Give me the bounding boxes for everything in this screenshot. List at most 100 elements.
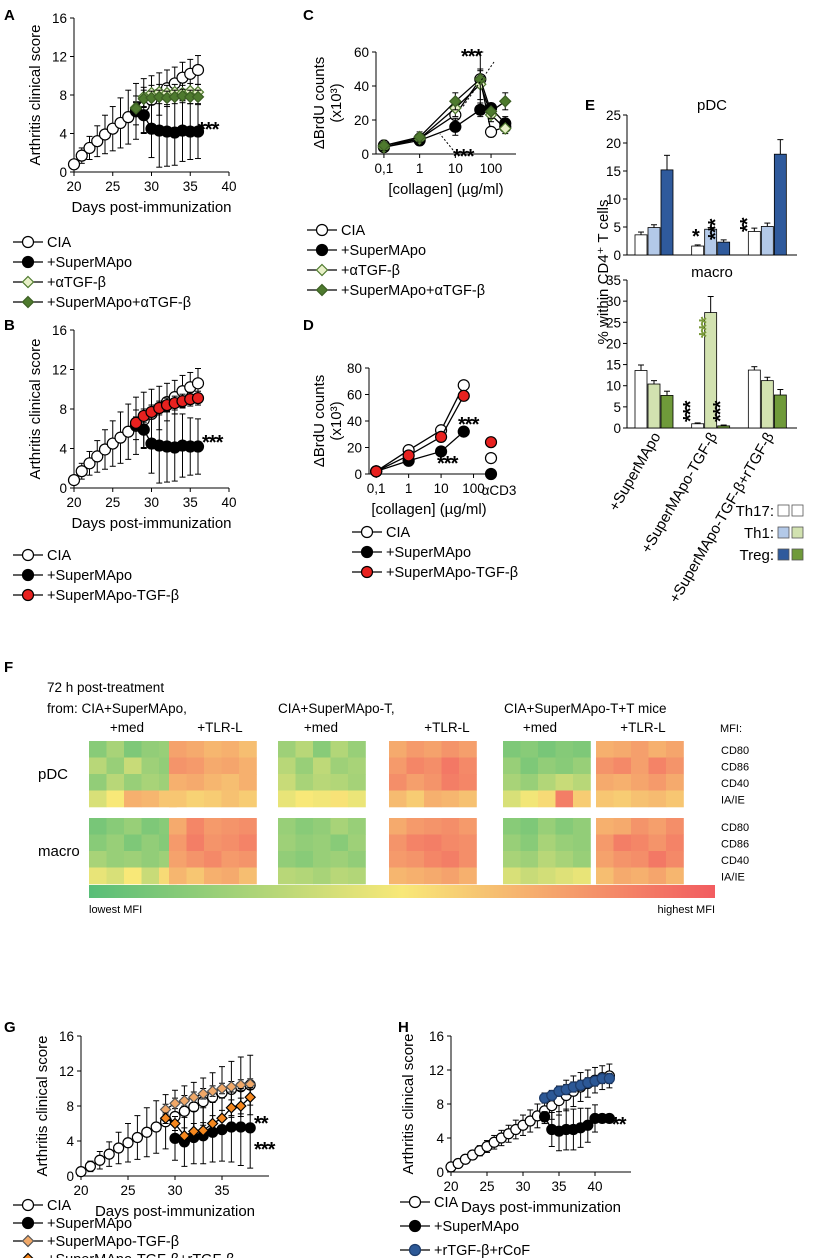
heatmap-cell xyxy=(295,851,314,868)
heatmap-cell xyxy=(613,790,632,808)
legend-e: Th17: Th1: Treg: xyxy=(736,503,804,564)
legend-h: CIA +SuperMApo +rTGF-β+rCoF xyxy=(400,1195,530,1258)
legend-swatch xyxy=(777,548,790,561)
heatmap-cell xyxy=(631,818,649,835)
heatmap-cell xyxy=(124,818,142,835)
heatmap-cell xyxy=(204,818,222,835)
heatmap-cell xyxy=(295,867,314,885)
heatmap-cell xyxy=(459,741,477,758)
heatmap-cell xyxy=(666,851,684,868)
heatmap-cell xyxy=(573,757,591,775)
heatmap-cell xyxy=(503,774,521,791)
heatmap-cell xyxy=(186,790,205,808)
y-tick-label: 5 xyxy=(613,220,621,235)
heatmap-cell xyxy=(221,774,240,791)
heatmap-cell xyxy=(613,741,632,758)
heatmap-cell xyxy=(538,818,556,835)
heatmap-condition-label: +med xyxy=(523,720,557,735)
legend-marker xyxy=(408,1243,422,1257)
heatmap-cell xyxy=(330,834,349,852)
data-point-acd3 xyxy=(484,452,498,465)
significance-label: * xyxy=(692,226,700,248)
heatmap-cell xyxy=(631,790,649,808)
heatmap-cell xyxy=(631,834,649,852)
heatmap-cell xyxy=(169,757,187,775)
heatmap-cell xyxy=(89,774,107,791)
bar xyxy=(773,153,787,256)
bar xyxy=(717,425,731,429)
heatmap-cell xyxy=(169,790,187,808)
heatmap-cell xyxy=(221,757,240,775)
heatmap-cell xyxy=(538,774,556,791)
bar xyxy=(760,226,774,256)
data-point xyxy=(169,1097,181,1110)
heatmap-cell xyxy=(648,774,667,791)
data-point xyxy=(103,1148,115,1160)
heatmap-cell xyxy=(520,867,539,885)
heatmap-cell xyxy=(538,757,556,775)
significance-label: *** xyxy=(461,46,483,68)
heatmap-cell xyxy=(330,774,349,791)
heatmap-marker-label: CD80 xyxy=(721,745,749,757)
heatmap-cell xyxy=(406,790,425,808)
heatmap-marker-label: IA/IE xyxy=(721,795,745,807)
x-tick-label: 0,1 xyxy=(367,481,386,496)
heatmap-cell xyxy=(406,757,425,775)
heatmap-cell xyxy=(313,790,331,808)
data-point xyxy=(457,389,470,402)
data-point xyxy=(402,449,415,462)
heatmap-cell xyxy=(538,867,556,885)
x-axis-label: [collagen] (µg/ml) xyxy=(371,501,486,518)
y-tick-label: 12 xyxy=(52,50,67,65)
legend-marker xyxy=(21,568,35,582)
heatmap-cell xyxy=(239,818,257,835)
heatmap-cell xyxy=(424,867,442,885)
x-axis-label: [collagen] (µg/ml) xyxy=(388,181,503,198)
heatmap-cell xyxy=(239,867,257,885)
significance-label: *** xyxy=(437,453,459,475)
heatmap-cell xyxy=(186,834,205,852)
panel-letter-f: F xyxy=(4,659,13,676)
heatmap-cell xyxy=(295,818,314,835)
data-point xyxy=(197,1124,210,1137)
y-tick-label: 16 xyxy=(59,1029,74,1044)
heatmap-cell xyxy=(631,867,649,885)
legend-swatch xyxy=(791,548,804,561)
legend-label: +SuperMApo+αTGF-β xyxy=(341,283,485,299)
legend-marker xyxy=(408,1195,422,1209)
heatmap-cell xyxy=(573,741,591,758)
heatmap-cell xyxy=(441,834,460,852)
legend-marker xyxy=(22,1252,34,1258)
legend-label: +αTGF-β xyxy=(341,263,400,279)
heatmap-cell xyxy=(295,741,314,758)
heatmap-cell xyxy=(503,834,521,852)
heatmap-cell xyxy=(573,818,591,835)
y-tick-label: 0 xyxy=(613,248,621,263)
heatmap-cell xyxy=(204,790,222,808)
heatmap-cell xyxy=(221,790,240,808)
legend-marker xyxy=(21,588,35,602)
heatmap-cell xyxy=(503,790,521,808)
heatmap-cell xyxy=(520,834,539,852)
data-point xyxy=(159,1112,172,1125)
x-tick-label: 25 xyxy=(120,1183,135,1198)
heatmap-cell xyxy=(389,851,407,868)
legend-swatch xyxy=(777,504,790,517)
heatmap-group-label: CIA+SuperMApo-T, xyxy=(278,701,395,716)
heatmap-cell xyxy=(278,741,296,758)
heatmap-cell xyxy=(520,741,539,758)
heatmap-cell xyxy=(221,818,240,835)
significance-label: *** xyxy=(696,316,718,338)
heatmap-cell xyxy=(596,790,614,808)
heatmap-cell xyxy=(573,851,591,868)
legend-b: CIA +SuperMApo +SuperMApo-TGF-β xyxy=(13,548,179,604)
heatmap-cell xyxy=(503,851,521,868)
panel-h: 0 4 8 12 16 20 25 30 35 40 Days post-immunization A… xyxy=(400,1029,631,1216)
data-point xyxy=(473,72,487,86)
heatmap-cell xyxy=(141,790,160,808)
data-point xyxy=(244,1122,256,1134)
data-point xyxy=(484,125,498,138)
data-point xyxy=(370,465,383,478)
heatmap-cell xyxy=(348,790,366,808)
